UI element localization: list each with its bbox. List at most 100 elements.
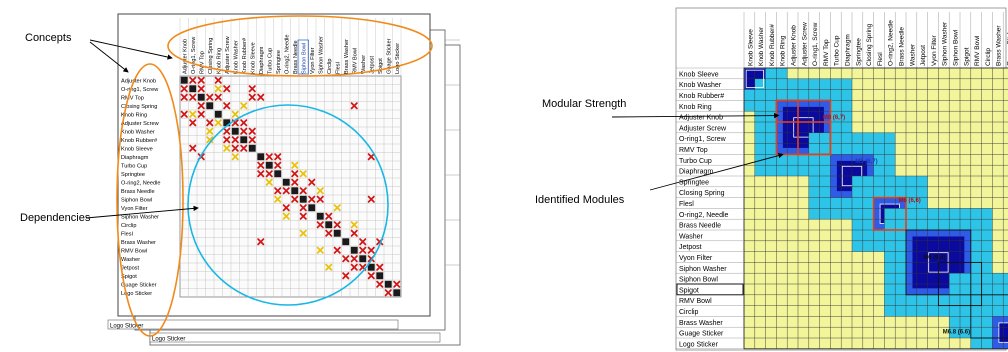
strength-layer-core <box>998 322 1008 343</box>
column-label: Spigot <box>378 58 384 74</box>
dependency-mark-red <box>359 263 367 271</box>
diagonal-cell <box>325 221 333 229</box>
dependency-mark-red <box>240 119 248 127</box>
row-label: Siphon Washer <box>679 266 727 273</box>
row-label: Siphon Washer <box>121 215 159 221</box>
row-label: Jetpost <box>121 266 139 272</box>
row-label: Guage Sticker <box>679 331 724 338</box>
dependency-mark-red <box>189 93 197 101</box>
row-label: Brass Washer <box>121 240 156 246</box>
column-label: Circlip <box>985 48 992 66</box>
column-label: Knob Ring <box>217 48 223 74</box>
column-label: Brass Needle <box>899 27 906 66</box>
concepts-ellipse <box>167 15 433 77</box>
concepts-callout: Concepts <box>25 32 72 44</box>
highlighted-row-box <box>676 283 744 296</box>
module-core-box <box>793 117 814 138</box>
row-label: Adjuster Knob <box>121 79 156 85</box>
dependency-mark-red <box>197 85 205 93</box>
dependency-mark-red <box>223 102 231 110</box>
dependency-mark-red <box>282 204 290 212</box>
row-label: Springtee <box>679 179 709 186</box>
dependency-mark-yellow <box>291 161 299 169</box>
dependency-mark-red <box>299 187 307 195</box>
column-label: Adjuster Screw <box>801 22 808 66</box>
row-label: Brass Needle <box>679 223 721 230</box>
column-label: Closing Spring <box>866 23 873 66</box>
highlighted-column-box <box>297 39 309 75</box>
dependency-mark-yellow <box>223 144 231 152</box>
diagonal-cell <box>197 93 205 101</box>
column-label: RMV Top <box>200 51 206 74</box>
row-label: O-ring1, Screw <box>679 136 727 143</box>
column-label: Brass Washer <box>996 25 1003 66</box>
dependency-mark-yellow <box>299 229 307 237</box>
dependency-mark-red <box>325 212 333 220</box>
dependency-mark-red <box>359 246 367 254</box>
diagonal-cell <box>274 170 282 178</box>
column-label: Vyon Filter <box>931 34 938 66</box>
row-label: Jetpost <box>679 244 702 251</box>
module-strength-label: M6 (6,6) <box>923 255 945 261</box>
column-label: Spigot <box>963 47 970 66</box>
column-label: Brass Needle <box>293 40 299 74</box>
diagonal-cell <box>333 229 341 237</box>
dependency-mark-red <box>393 280 401 288</box>
column-label: O-ring1, Screw <box>191 36 197 74</box>
dependencies-callout: Dependencies <box>20 212 91 224</box>
column-label: Circlip <box>327 58 333 74</box>
dependency-mark-red <box>291 170 299 178</box>
row-label: Knob Rubber# <box>679 93 724 100</box>
row-label: Guage Sticker <box>121 283 157 289</box>
diagonal-cell <box>223 119 231 127</box>
concepts-arrow <box>89 41 129 73</box>
dependency-mark-red <box>257 161 265 169</box>
row-label: Turbo Cup <box>121 164 147 170</box>
dependency-mark-red <box>180 93 188 101</box>
dependency-mark-red <box>257 93 265 101</box>
column-label: Brass Washer <box>344 39 350 74</box>
dependency-mark-yellow <box>231 110 239 118</box>
column-label: Knob Rubber# <box>769 24 776 66</box>
identified-modules-arrow <box>649 152 784 191</box>
row-label: Flesl <box>121 232 133 238</box>
column-label: Knob Rubber# <box>242 37 248 74</box>
dependency-mark-yellow <box>206 136 214 144</box>
diagonal-cell <box>265 161 273 169</box>
column-label: Turbo Cup <box>268 48 274 74</box>
column-label: RMV Bowl <box>974 35 981 66</box>
dependencies-circle <box>187 104 389 306</box>
dependency-mark-yellow <box>189 110 197 118</box>
row-label: Diaphragm <box>679 169 713 176</box>
back-sheet-strip <box>107 319 399 330</box>
column-label: Diaphragm <box>845 34 852 66</box>
column-label: Logo Sticker <box>395 43 401 74</box>
module-strength-label: M6.8 (6.6) <box>943 330 970 336</box>
modular-strength-arrow <box>611 112 780 119</box>
dependency-mark-red <box>350 229 358 237</box>
column-label: RMV Top <box>823 39 830 66</box>
module-strength-label: M8 (6,7) <box>823 115 845 121</box>
dependency-mark-red <box>231 136 239 144</box>
column-label: Siphon Bowl <box>302 43 308 74</box>
column-label: Knob Sleeve <box>251 42 257 74</box>
dependency-mark-red <box>240 127 248 135</box>
row-label: Washer <box>679 233 704 240</box>
row-label: RMV Top <box>121 96 144 102</box>
row-label: Vyon Filter <box>121 206 148 212</box>
row-label: Spigot <box>121 274 137 280</box>
dependency-mark-yellow <box>325 263 333 271</box>
module-strength-label: M6 (6,6) <box>898 198 920 204</box>
dependency-mark-red <box>248 85 256 93</box>
dependency-mark-red <box>257 238 265 246</box>
dependency-mark-yellow <box>214 119 222 127</box>
dependency-mark-yellow <box>299 170 307 178</box>
dependency-mark-red <box>265 170 273 178</box>
diagonal-cell <box>282 178 290 186</box>
dependency-mark-red <box>257 170 265 178</box>
row-label: RMV Top <box>679 147 708 154</box>
diagonal-cell <box>393 289 401 297</box>
dependency-mark-red <box>367 153 375 161</box>
column-label: Siphon Bowl <box>953 29 960 66</box>
column-label: O-ring1, Screw <box>812 22 819 66</box>
